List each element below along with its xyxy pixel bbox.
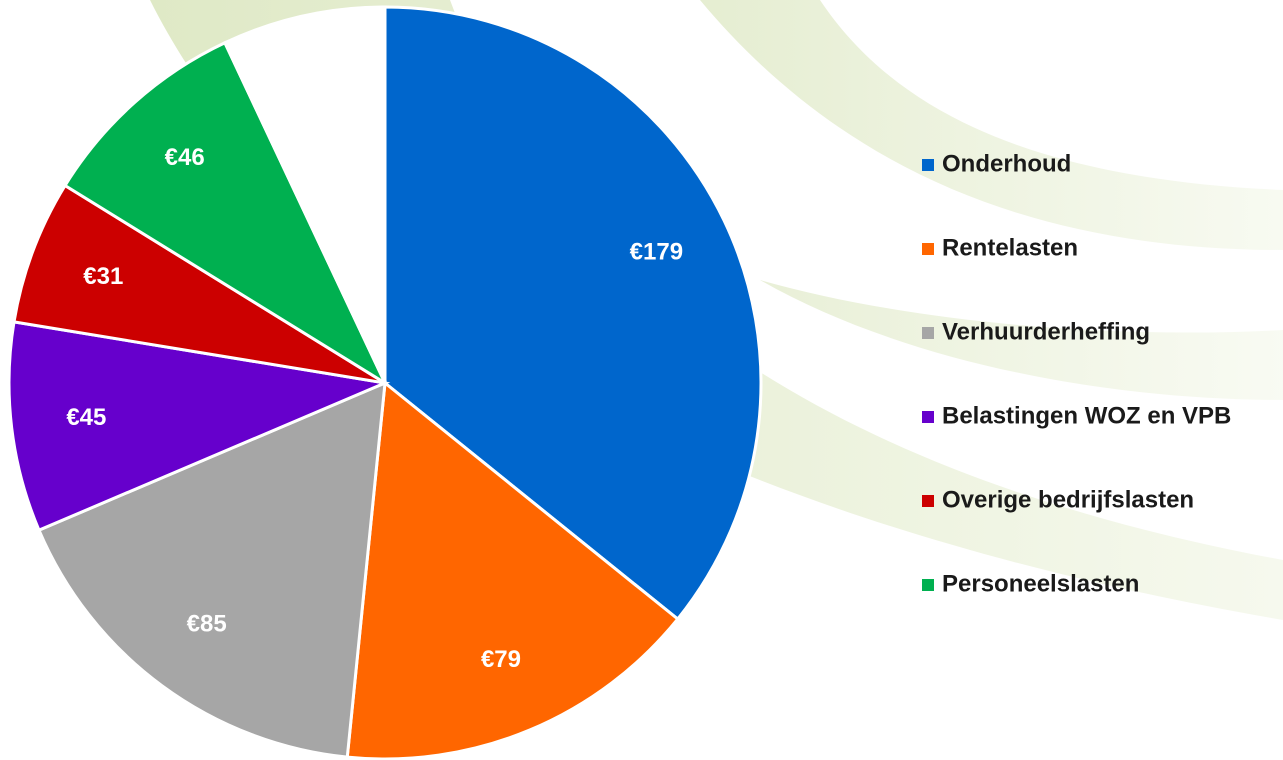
legend-label: Overige bedrijfslasten [942, 486, 1194, 513]
legend-label: Rentelasten [942, 234, 1078, 261]
legend: Onderhoud Rentelasten Verhuurderheffing Bel… [922, 150, 1231, 597]
pie-slice [37, 380, 387, 759]
value-label: €31 [83, 263, 123, 290]
pie: €179 €79 €85 €45 €31 €46 [7, 5, 763, 760]
legend-swatch [922, 495, 934, 507]
pie-slice [345, 380, 680, 760]
pie-slice [383, 5, 763, 622]
legend-label: Personeelslasten [942, 570, 1139, 597]
legend-swatch [922, 327, 934, 339]
background-swoosh [700, 0, 1283, 250]
legend-swatch [922, 579, 934, 591]
legend-swatch [922, 411, 934, 423]
background-swoosh [760, 280, 1283, 400]
pie-slice [62, 40, 389, 387]
value-label: €179 [630, 239, 683, 266]
legend-label: Onderhoud [942, 150, 1071, 177]
pie-slice [222, 5, 387, 384]
pie-slice [12, 183, 386, 385]
legend-swatch [922, 159, 934, 171]
value-label: €79 [481, 646, 521, 673]
value-label: €45 [66, 404, 106, 431]
legend-label: Verhuurderheffing [942, 318, 1150, 345]
pie-slice [7, 320, 391, 533]
legend-label: Belastingen WOZ en VPB [942, 402, 1231, 429]
legend-swatch [922, 243, 934, 255]
value-label: €85 [187, 611, 227, 638]
value-label: €46 [165, 144, 205, 171]
